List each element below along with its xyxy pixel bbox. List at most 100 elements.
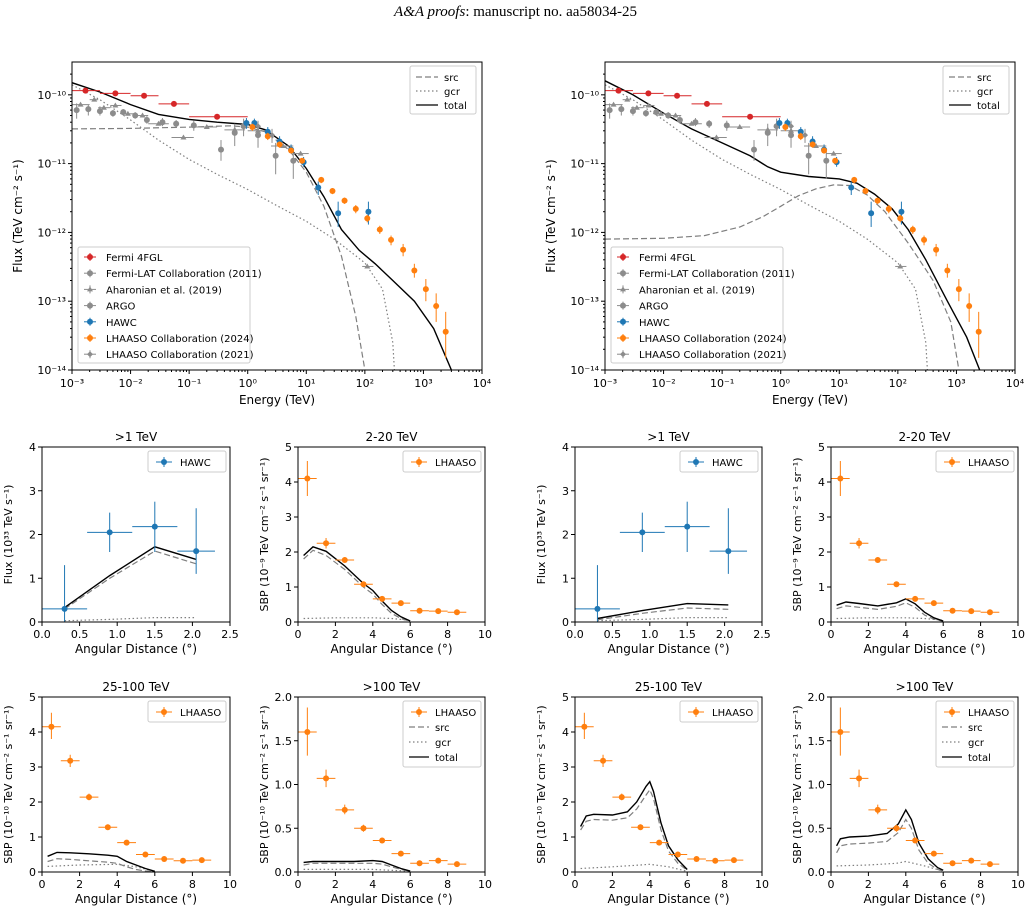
- model-line-total: [836, 598, 944, 622]
- data-point: [656, 839, 663, 846]
- panel-title: >1 TeV: [647, 430, 690, 444]
- data-point: [802, 132, 809, 139]
- legend-label-gcr: gcr: [968, 738, 985, 749]
- x-tick-label: 6: [684, 878, 691, 891]
- data-point: [688, 120, 695, 126]
- data-point: [453, 861, 460, 868]
- x-tick-label: 10: [755, 878, 769, 891]
- x-tick-label: 0: [39, 878, 46, 891]
- x-tick-label: 4: [902, 878, 909, 891]
- y-tick-label: 5: [29, 691, 36, 704]
- y-tick-label: 10⁻¹¹: [37, 158, 66, 171]
- legend-marker: [620, 335, 626, 341]
- data-point: [360, 825, 367, 832]
- data-point: [255, 132, 262, 139]
- data-point: [82, 87, 89, 94]
- data-point: [642, 110, 649, 117]
- legend-marker: [87, 286, 93, 292]
- y-tick-label: 1: [562, 831, 569, 844]
- data-point: [830, 150, 837, 156]
- x-tick-label: 10: [1011, 628, 1025, 641]
- model-line-gcr: [580, 863, 688, 872]
- axes-frame: [830, 446, 1019, 623]
- journal-name: A&A proofs: [394, 4, 466, 20]
- legend-label: HAWC: [180, 458, 211, 469]
- sed-panel-0: 10⁻³ 10⁻² 10⁻¹ 10⁰ 10¹ 10² 10³ 10⁴ 10⁻¹⁴ 10⁻¹³ 10⁻…: [11, 61, 492, 407]
- y-tick-label: 10⁻¹¹: [570, 158, 599, 171]
- model-line-src: [580, 788, 688, 871]
- legend-marker: [620, 302, 626, 309]
- x-tick-label: 2.0: [716, 628, 734, 641]
- data-point: [874, 806, 881, 813]
- data-point: [764, 129, 771, 136]
- y-tick-label: 4: [562, 441, 569, 454]
- model-line-gcr: [836, 860, 944, 872]
- legend-marker: [620, 286, 626, 292]
- data-point: [862, 187, 869, 194]
- data-point: [657, 110, 664, 116]
- data-point: [897, 215, 904, 222]
- data-point: [706, 120, 713, 127]
- data-point: [821, 147, 828, 154]
- x-tick-label: 10: [1011, 878, 1025, 891]
- x-tick-label: 10⁻²: [651, 377, 675, 390]
- legend-box: [935, 700, 1015, 768]
- x-axis-label: Angular Distance (°): [75, 892, 197, 906]
- data-point: [161, 856, 168, 863]
- axes-frame: [574, 696, 763, 873]
- y-axis-label: SBP (10⁻¹⁰ TeV cm⁻² s⁻¹ sr⁻¹): [258, 705, 271, 863]
- legend-marker: [620, 351, 626, 358]
- data-point: [610, 101, 617, 107]
- data-point: [897, 263, 904, 269]
- panel-title: 2-20 TeV: [899, 430, 952, 444]
- plot-area: [831, 461, 1000, 622]
- model-line-src: [597, 607, 729, 621]
- data-point: [91, 96, 98, 102]
- x-tick-label: 1.0: [641, 628, 659, 641]
- data-point: [637, 824, 644, 831]
- y-tick-label: 10⁻¹⁰: [570, 89, 599, 102]
- x-tick-label: 2.5: [221, 628, 239, 641]
- legend-marker: [949, 459, 955, 465]
- data-point: [376, 226, 383, 233]
- axes-frame: [41, 696, 231, 873]
- y-tick-label: 0: [29, 616, 36, 629]
- legend-box: [402, 450, 482, 473]
- data-point: [67, 757, 74, 764]
- x-tick-label: 0: [828, 628, 835, 641]
- x-tick-label: 2: [332, 878, 339, 891]
- data-point: [304, 475, 311, 482]
- model-line-gcr: [72, 84, 395, 370]
- data-point: [379, 837, 386, 844]
- model-line-src: [303, 549, 411, 622]
- y-tick-label: 3: [562, 485, 569, 498]
- legend-box: [679, 700, 759, 723]
- x-tick-label: 1.5: [678, 628, 696, 641]
- model-line-gcr: [303, 868, 411, 872]
- legend-label: HAWC: [106, 318, 137, 329]
- data-point: [868, 210, 875, 217]
- y-tick-label: 1: [562, 572, 569, 585]
- plot-area: [42, 501, 215, 622]
- profile-panel-8: 0 2 4 6 8 10 0 1 2 3 4 5 25-100 TeV Angular Distance …: [535, 680, 769, 906]
- data-point: [315, 184, 322, 191]
- data-point: [264, 128, 271, 135]
- y-tick-label: 0: [818, 616, 825, 629]
- model-line-gcr: [605, 84, 928, 370]
- data-point: [848, 184, 855, 191]
- x-tick-label: 2: [76, 878, 83, 891]
- y-axis-label: SBP (10⁻⁹ TeV cm⁻² s⁻¹ sr⁻¹): [791, 458, 804, 612]
- data-point: [109, 110, 116, 117]
- model-line-total: [597, 602, 729, 620]
- data-point: [809, 141, 816, 148]
- y-tick-label: 3: [285, 511, 292, 524]
- data-point: [422, 286, 429, 293]
- data-point: [600, 757, 607, 764]
- data-point: [77, 101, 84, 107]
- legend-marker: [87, 318, 93, 325]
- profile-panel-2: 0.0 0.5 1.0 1.5 2.0 2.5 0 1 2 3 4 >1 TeV Angular Dis…: [2, 430, 239, 656]
- data-point: [898, 208, 905, 215]
- data-point: [400, 246, 407, 253]
- model-legend-box: [409, 65, 477, 115]
- data-point: [141, 92, 148, 99]
